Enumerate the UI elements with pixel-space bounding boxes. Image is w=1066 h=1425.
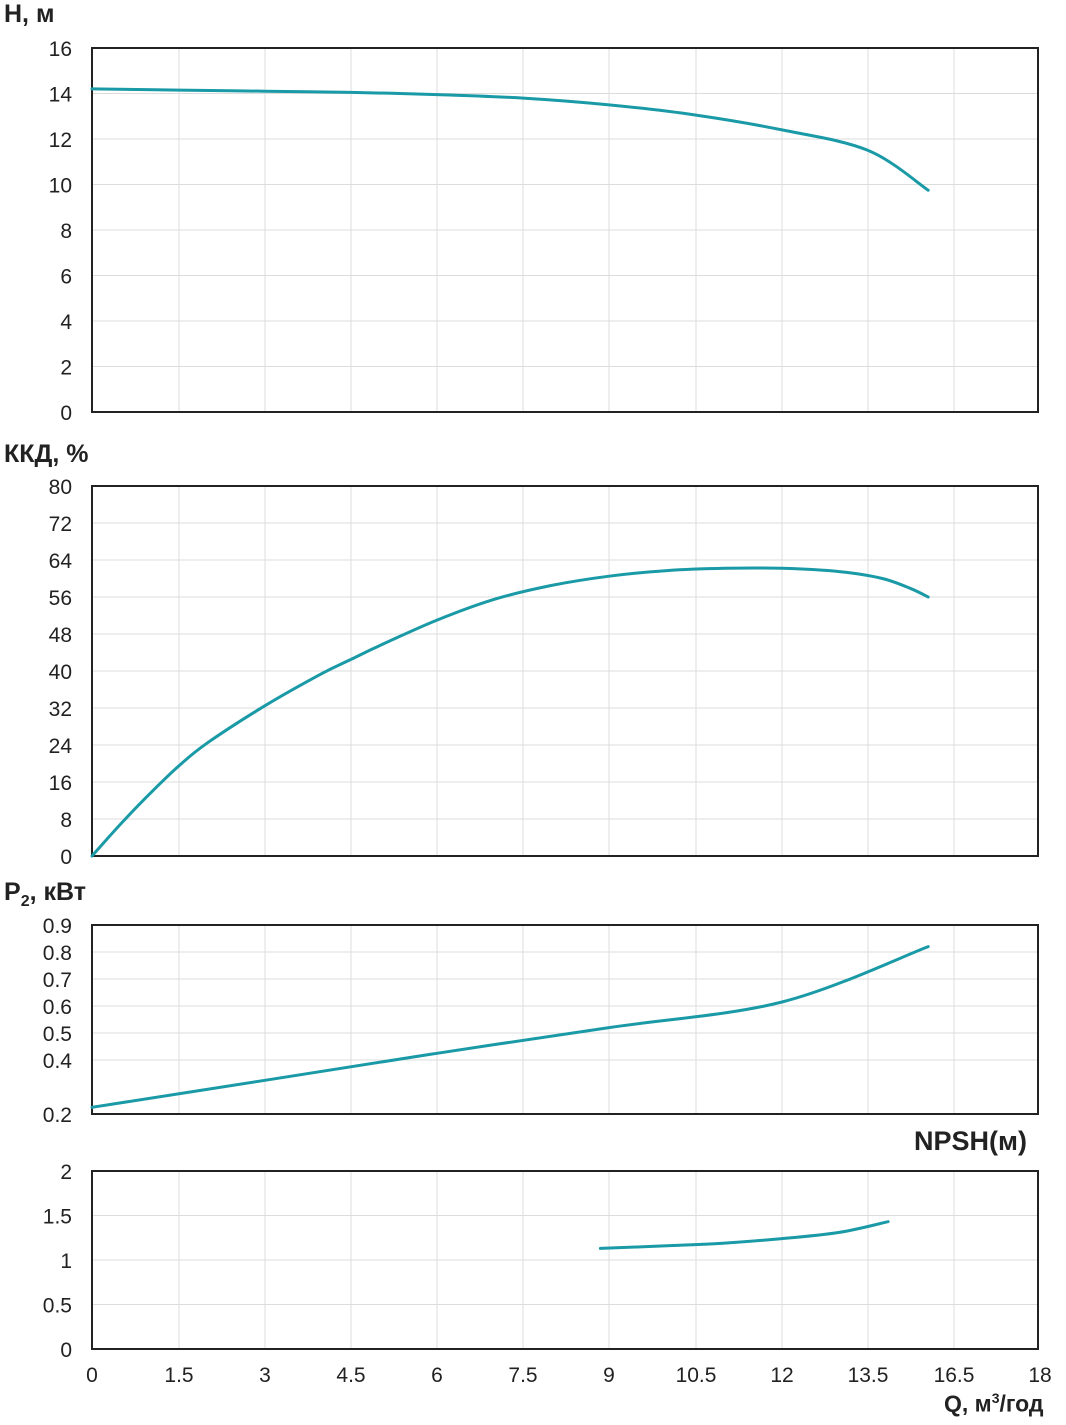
flow-xtick-label: 3 bbox=[259, 1364, 271, 1387]
head-ytick-label: 14 bbox=[49, 84, 73, 107]
head-ytick-label: 6 bbox=[60, 266, 72, 289]
flow-xlabel-suffix: /год bbox=[999, 1390, 1044, 1417]
power-curve-0 bbox=[90, 945, 930, 1109]
efficiency-ytick-label: 56 bbox=[49, 587, 72, 610]
power-ylabel-main: P bbox=[4, 878, 21, 906]
head-ytick-label: 8 bbox=[60, 220, 72, 243]
head-ytick-label: 16 bbox=[49, 38, 72, 61]
flow-xtick-label: 6 bbox=[431, 1364, 443, 1387]
flow-xlabel: Q, м3/год bbox=[944, 1390, 1044, 1418]
power-ylabel-suffix: , кВт bbox=[29, 878, 86, 906]
efficiency-ytick-label: 16 bbox=[49, 772, 72, 795]
head-ytick-label: 12 bbox=[49, 129, 72, 152]
efficiency-ytick-label: 40 bbox=[49, 661, 72, 684]
efficiency-ytick-label: 0 bbox=[60, 846, 72, 869]
npsh-title: NPSH(м) bbox=[914, 1126, 1027, 1156]
head-ylabel: H, м bbox=[4, 0, 55, 28]
flow-xlabel-prefix: Q, м bbox=[944, 1390, 992, 1417]
efficiency-ytick-label: 32 bbox=[49, 698, 72, 721]
flow-xtick-label: 4.5 bbox=[336, 1364, 365, 1387]
power-ylabel: P2, кВт bbox=[4, 878, 86, 911]
flow-xtick-label: 9 bbox=[603, 1364, 615, 1387]
power-ytick-label: 0.5 bbox=[43, 1023, 72, 1046]
flow-xtick-label: 1.5 bbox=[164, 1364, 193, 1387]
head-plot-frame bbox=[91, 47, 1039, 413]
power-ytick-label: 0.2 bbox=[43, 1104, 72, 1127]
efficiency-ytick-label: 24 bbox=[49, 735, 73, 758]
npsh-curve-0 bbox=[598, 1220, 890, 1250]
npsh-ytick-label: 0 bbox=[60, 1339, 72, 1362]
efficiency-ytick-label: 72 bbox=[49, 513, 72, 536]
head-ytick-label: 10 bbox=[49, 175, 72, 198]
efficiency-ytick-label: 64 bbox=[49, 550, 73, 573]
efficiency-ytick-label: 8 bbox=[60, 809, 72, 832]
flow-xtick-label: 0 bbox=[86, 1364, 98, 1387]
flow-xtick-label: 7.5 bbox=[508, 1364, 537, 1387]
head-ytick-label: 4 bbox=[60, 311, 72, 334]
power-ytick-label: 0.7 bbox=[43, 969, 72, 992]
power-ytick-label: 0.4 bbox=[43, 1050, 73, 1073]
efficiency-ytick-label: 48 bbox=[49, 624, 72, 647]
power-ytick-label: 0.6 bbox=[43, 996, 72, 1019]
power-ylabel-sub: 2 bbox=[20, 893, 30, 910]
efficiency-plot-frame bbox=[91, 485, 1039, 857]
flow-xtick-label: 12 bbox=[770, 1364, 793, 1387]
head-ytick-label: 0 bbox=[60, 402, 72, 425]
flow-xtick-label: 18 bbox=[1028, 1364, 1051, 1387]
efficiency-curve-0 bbox=[90, 566, 930, 858]
npsh-ytick-label: 1 bbox=[60, 1250, 72, 1273]
npsh-plot-frame bbox=[91, 1170, 1039, 1350]
npsh-ytick-label: 0.5 bbox=[43, 1295, 72, 1318]
efficiency-ytick-label: 80 bbox=[49, 476, 72, 499]
efficiency-ylabel: ККД, % bbox=[4, 440, 89, 468]
flow-xtick-label: 16.5 bbox=[934, 1364, 975, 1387]
power-ytick-label: 0.9 bbox=[43, 915, 72, 938]
head-curve-0 bbox=[90, 87, 930, 192]
flow-xlabel-sup: 3 bbox=[991, 1390, 1000, 1406]
flow-xtick-label: 13.5 bbox=[848, 1364, 889, 1387]
npsh-ytick-label: 2 bbox=[60, 1161, 72, 1184]
power-ytick-label: 0.8 bbox=[43, 942, 72, 965]
npsh-ytick-label: 1.5 bbox=[43, 1206, 72, 1229]
flow-xtick-label: 10.5 bbox=[676, 1364, 717, 1387]
head-ytick-label: 2 bbox=[60, 357, 72, 380]
power-plot-frame bbox=[91, 924, 1039, 1115]
